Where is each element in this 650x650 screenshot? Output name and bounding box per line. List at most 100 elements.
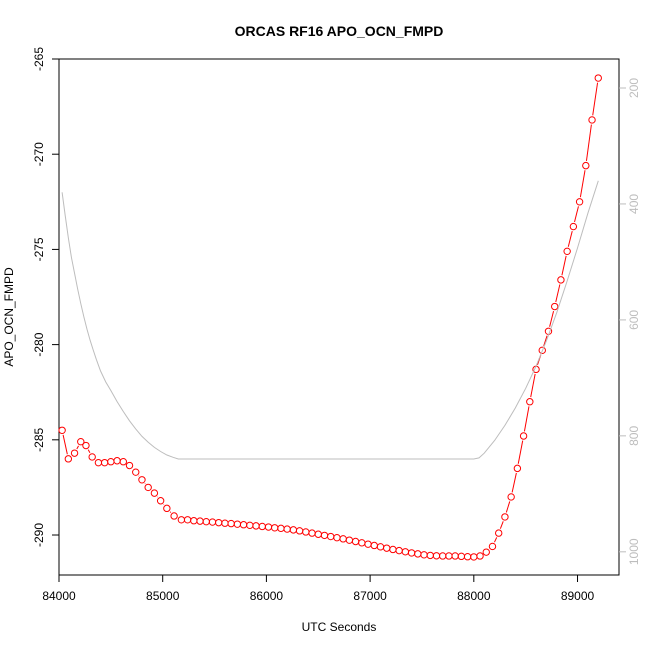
data-point (519, 432, 528, 440)
plot-frame (58, 58, 620, 576)
x-tick-label: 86000 (250, 589, 284, 603)
data-point (327, 532, 335, 541)
data-point (308, 529, 316, 537)
data-point (364, 540, 372, 548)
y2-tick-label: 200 (627, 78, 641, 98)
series-segment (517, 440, 524, 464)
data-point (345, 536, 354, 544)
data-point (389, 545, 397, 554)
data-point (82, 441, 90, 450)
data-point (156, 497, 165, 505)
data-point (190, 517, 198, 525)
data-point (407, 549, 416, 557)
series-segment (169, 511, 172, 513)
data-point (513, 464, 522, 473)
data-point (221, 519, 229, 527)
y2-tick-label: 600 (627, 310, 641, 330)
data-point (370, 541, 378, 550)
data-point (333, 533, 341, 542)
data-point (58, 426, 66, 434)
data-point (383, 544, 391, 552)
data-point (557, 276, 565, 284)
series-segment (505, 501, 511, 513)
data-point (107, 458, 115, 466)
data-point (77, 438, 85, 446)
data-point (233, 520, 242, 528)
data-point (463, 553, 472, 561)
y-axis: -265 -270 -275 -280 -285 -290 (32, 47, 59, 547)
series-layer (58, 74, 602, 561)
data-point (144, 483, 152, 492)
x-axis: 84000 85000 86000 87000 88000 89000 (42, 575, 595, 603)
x-tick-label: 84000 (42, 589, 76, 603)
data-point (582, 161, 590, 170)
series-segment (585, 124, 592, 162)
data-point (88, 453, 96, 461)
y-tick-label: -270 (32, 142, 46, 166)
data-point (470, 553, 478, 561)
secondary-y-axis: 200 400 600 800 1000 (619, 78, 641, 565)
data-point (163, 504, 171, 513)
series-segment (511, 472, 517, 493)
data-point (482, 548, 490, 556)
series-line-right (61, 180, 599, 460)
y2-tick-label: 800 (627, 426, 641, 446)
data-point (258, 522, 266, 531)
data-point (239, 521, 248, 529)
data-point (414, 550, 422, 558)
data-point (376, 543, 385, 551)
data-point (451, 552, 459, 560)
data-point (196, 517, 204, 525)
x-tick-label: 89000 (561, 589, 595, 603)
data-point (113, 457, 121, 465)
y-tick-label: -280 (32, 332, 46, 356)
data-point (94, 458, 103, 467)
x-tick-label: 88000 (457, 589, 491, 603)
data-point (358, 539, 366, 547)
series-segment (76, 445, 79, 450)
data-point (70, 449, 79, 457)
y2-tick-label: 400 (627, 194, 641, 214)
data-point (488, 542, 497, 551)
data-point (150, 489, 159, 497)
x-tick-label: 85000 (146, 589, 180, 603)
data-point (314, 530, 322, 538)
series-segment (530, 373, 536, 398)
data-point (445, 552, 453, 560)
y-tick-label: -290 (32, 523, 46, 547)
data-point (202, 517, 210, 526)
data-point (170, 512, 178, 520)
y-tick-label: -275 (32, 237, 46, 261)
series-segment (574, 206, 579, 223)
data-point (575, 198, 584, 206)
data-point (501, 513, 509, 521)
data-point (569, 222, 578, 231)
x-tick-label: 87000 (353, 589, 387, 603)
data-point (420, 551, 428, 559)
data-point (495, 529, 503, 537)
data-point (594, 74, 602, 82)
data-point (119, 458, 127, 466)
data-point (426, 551, 434, 560)
series-segment (494, 537, 498, 543)
data-point (132, 468, 140, 476)
x-axis-label: UTC Seconds (302, 620, 377, 634)
data-point (138, 476, 146, 484)
data-point (526, 398, 534, 406)
data-point (295, 527, 304, 535)
data-point (227, 519, 235, 528)
data-point (439, 552, 447, 560)
data-point (283, 525, 291, 533)
data-point (183, 516, 192, 524)
data-point (125, 461, 134, 470)
data-point (538, 346, 546, 355)
data-point (246, 521, 254, 530)
series-segment (579, 170, 586, 198)
data-point (64, 455, 73, 463)
data-point (177, 516, 186, 524)
data-point (302, 528, 310, 536)
data-point (339, 535, 347, 543)
series-segment (499, 521, 504, 529)
y-axis-label: APO_OCN_FMPD (2, 267, 16, 367)
y2-tick-label: 1000 (627, 538, 641, 565)
